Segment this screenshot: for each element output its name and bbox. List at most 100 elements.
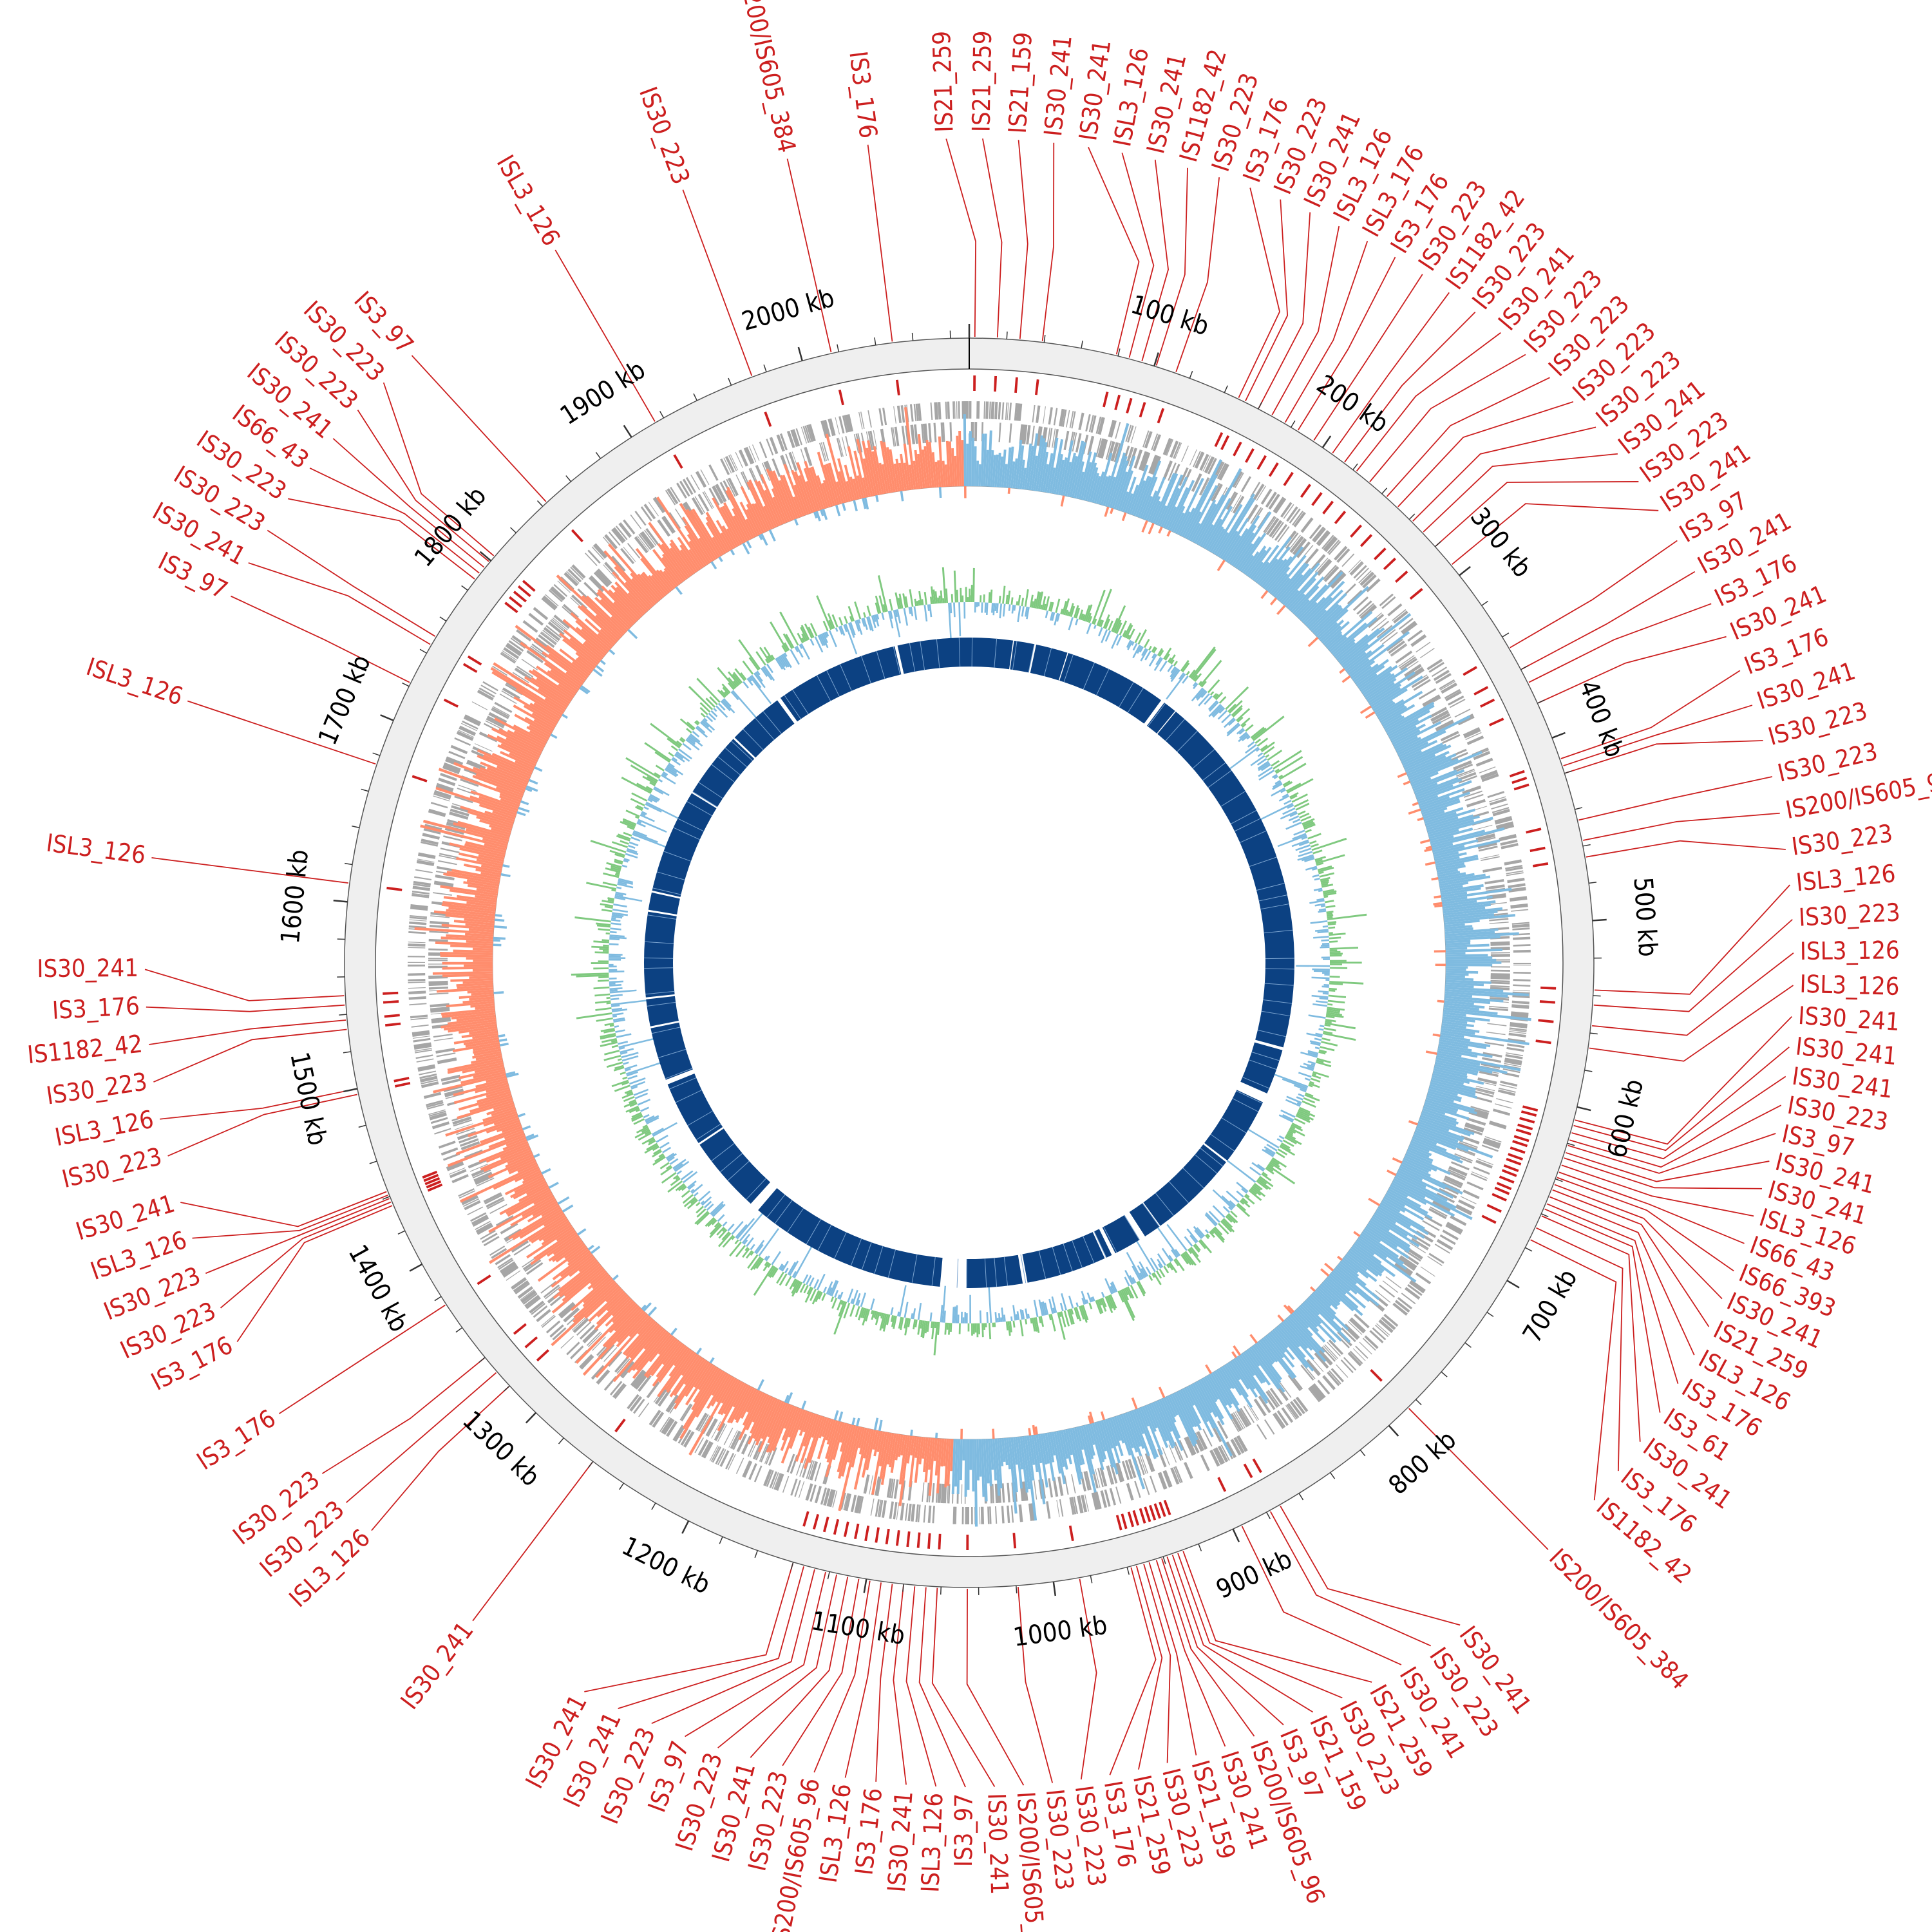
- cds-block: [464, 1200, 480, 1209]
- cds-block: [1513, 979, 1531, 981]
- gc-bar: [705, 1217, 715, 1227]
- cds-block: [579, 1354, 593, 1368]
- core-divider: [755, 717, 775, 741]
- gc-bar: [949, 602, 952, 614]
- cds-block: [869, 1475, 873, 1495]
- gc-bar: [958, 1323, 961, 1334]
- cds-block: [564, 572, 578, 587]
- cds-block: [437, 1057, 457, 1063]
- is-mark: [1153, 1503, 1161, 1519]
- gc-bar: [1104, 1278, 1113, 1294]
- gc-bar: [1304, 857, 1315, 862]
- cds-block: [450, 745, 468, 754]
- cds-block: [798, 1481, 805, 1499]
- gc-bar: [1278, 795, 1289, 802]
- skew-bar: [471, 992, 494, 996]
- skew-bar: [1421, 800, 1461, 815]
- skew-bar: [499, 793, 522, 803]
- skew-bar: [443, 896, 497, 905]
- gc-bar: [1193, 674, 1198, 681]
- gc-bar: [687, 737, 696, 745]
- gc-bar: [1170, 669, 1180, 683]
- gc-bar: [1222, 1206, 1231, 1213]
- skew-bar: [480, 1126, 522, 1144]
- cds-block: [461, 1195, 478, 1206]
- cds-block: [408, 942, 426, 943]
- gc-bar: [661, 774, 676, 785]
- cds-block: [1509, 1030, 1527, 1034]
- gc-bar: [703, 717, 708, 722]
- core-divider: [850, 1238, 862, 1266]
- gc-bar: [1025, 607, 1028, 617]
- core-segment: [758, 1188, 943, 1287]
- skew-bar: [1045, 1433, 1056, 1481]
- gc-bar: [1111, 618, 1119, 632]
- skew-bar: [918, 1437, 924, 1464]
- gc-bar: [659, 1162, 670, 1170]
- gc-bar: [1293, 1084, 1307, 1091]
- cds-block: [1349, 1318, 1365, 1334]
- skew-bar: [1343, 651, 1367, 670]
- cds-block: [1513, 963, 1531, 965]
- skew-bar: [783, 1405, 795, 1429]
- gc-bar: [1016, 1311, 1020, 1320]
- cds-block: [1410, 1280, 1426, 1292]
- skew-bar: [1331, 1271, 1358, 1295]
- core-divider: [656, 871, 685, 880]
- minor-tick: [1359, 1449, 1366, 1457]
- skew-bar: [659, 569, 676, 589]
- gc-bar: [875, 1311, 880, 1325]
- is-leader-line: [1161, 1558, 1255, 1737]
- core-divider: [784, 695, 801, 719]
- skew-bar: [694, 1362, 712, 1388]
- cds-block: [930, 402, 933, 421]
- cds-block: [553, 614, 571, 629]
- skew-bar: [466, 940, 493, 944]
- skew-bar: [931, 452, 937, 488]
- skew-bar: [1231, 1359, 1258, 1398]
- skew-bar: [1439, 885, 1463, 891]
- gc-bar: [1225, 686, 1249, 710]
- cds-block: [1475, 1086, 1495, 1092]
- gc-bar: [1144, 650, 1151, 661]
- cds-block: [1489, 798, 1507, 806]
- gc-bar: [612, 908, 629, 913]
- skew-bar: [1242, 1351, 1266, 1383]
- cds-block: [667, 488, 679, 505]
- skew-bar: [1423, 810, 1445, 820]
- cds-block: [891, 427, 895, 447]
- gc-bar: [1050, 1314, 1056, 1332]
- gc-bar: [590, 840, 627, 853]
- skew-bar: [1307, 1296, 1343, 1331]
- skew-bar: [480, 1147, 531, 1171]
- cds-block: [1194, 451, 1204, 469]
- skew-bar: [722, 506, 744, 544]
- gc-bar: [1329, 960, 1347, 962]
- skew-bar: [627, 629, 638, 639]
- skew-bar: [1443, 913, 1495, 921]
- cds-block: [843, 1493, 848, 1511]
- gc-bar: [1232, 707, 1243, 717]
- gc-bar: [600, 1032, 616, 1038]
- skew-bar: [1426, 815, 1480, 833]
- skew-bar: [1439, 875, 1491, 887]
- is-mark: [1501, 1169, 1517, 1177]
- skew-bar: [1031, 1435, 1039, 1473]
- skew-bar: [1110, 507, 1114, 515]
- gc-bar: [670, 1177, 681, 1186]
- gc-bar: [889, 611, 893, 619]
- skew-bar: [1250, 562, 1264, 580]
- skew-bar: [1417, 780, 1472, 802]
- gc-bar: [1229, 1200, 1236, 1207]
- skew-bar: [1291, 1312, 1313, 1337]
- skew-bar: [1231, 1351, 1238, 1358]
- skew-bar: [1441, 896, 1468, 902]
- skew-bar: [681, 516, 713, 563]
- gc-bar: [895, 609, 898, 618]
- cds-block: [1115, 421, 1121, 439]
- cds-block: [410, 904, 428, 907]
- skew-bar: [478, 795, 518, 811]
- major-tick: [380, 714, 394, 721]
- skew-bar: [1348, 1249, 1383, 1277]
- cds-block: [1371, 618, 1387, 631]
